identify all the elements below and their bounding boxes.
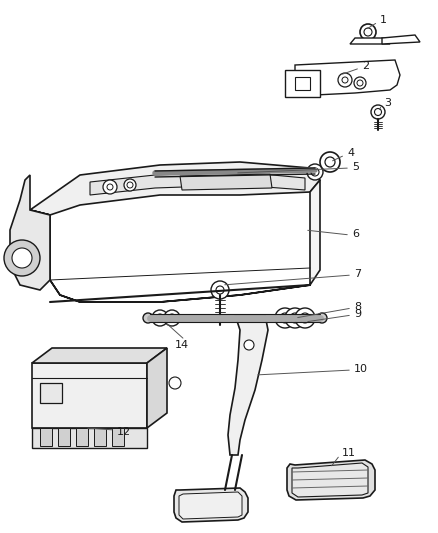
Polygon shape [40,428,52,446]
Circle shape [300,313,310,323]
Polygon shape [350,38,390,44]
Polygon shape [94,428,106,446]
Polygon shape [285,70,320,97]
Circle shape [156,314,164,322]
Circle shape [143,313,153,323]
Circle shape [168,314,176,322]
Polygon shape [10,175,50,290]
Polygon shape [32,428,147,448]
Text: 6: 6 [352,229,359,239]
Text: 14: 14 [175,340,189,350]
Text: 1: 1 [380,15,387,25]
Polygon shape [90,172,305,195]
Circle shape [354,77,366,89]
Circle shape [164,310,180,326]
Circle shape [311,168,319,176]
Circle shape [107,184,113,190]
Polygon shape [295,60,400,95]
Text: 3: 3 [384,98,391,108]
Polygon shape [180,174,272,190]
Circle shape [152,310,168,326]
Text: 8: 8 [354,302,361,312]
Circle shape [374,109,381,116]
Text: 7: 7 [354,269,361,279]
Circle shape [290,313,300,323]
Circle shape [364,28,372,36]
Polygon shape [147,348,167,428]
Polygon shape [30,162,320,215]
Circle shape [338,73,352,87]
Circle shape [4,240,40,276]
Circle shape [285,308,305,328]
Circle shape [169,377,181,389]
Polygon shape [295,77,310,90]
Polygon shape [174,488,248,522]
Circle shape [124,179,136,191]
Circle shape [12,248,32,268]
Circle shape [317,313,327,323]
Circle shape [320,152,340,172]
Text: 12: 12 [117,427,131,437]
Circle shape [211,281,229,299]
Polygon shape [76,428,88,446]
Circle shape [216,286,224,294]
Text: 5: 5 [352,162,359,172]
Circle shape [103,180,117,194]
Text: 11: 11 [342,448,356,458]
Text: 10: 10 [354,364,368,374]
Text: 4: 4 [347,148,354,158]
Circle shape [360,24,376,40]
Polygon shape [292,463,368,497]
Polygon shape [58,428,70,446]
Polygon shape [179,492,242,519]
Text: 9: 9 [354,309,361,319]
Polygon shape [228,315,268,455]
Circle shape [280,313,290,323]
Circle shape [244,340,254,350]
Polygon shape [30,180,320,302]
Circle shape [127,182,133,188]
Polygon shape [112,428,124,446]
Polygon shape [32,363,147,428]
Circle shape [275,308,295,328]
Circle shape [357,80,363,86]
Polygon shape [40,383,62,403]
Circle shape [307,164,323,180]
Text: 2: 2 [362,61,369,71]
Circle shape [371,105,385,119]
Circle shape [295,308,315,328]
Polygon shape [32,348,167,363]
Circle shape [325,157,335,167]
Polygon shape [382,35,420,44]
Circle shape [342,77,348,83]
Polygon shape [287,460,375,500]
